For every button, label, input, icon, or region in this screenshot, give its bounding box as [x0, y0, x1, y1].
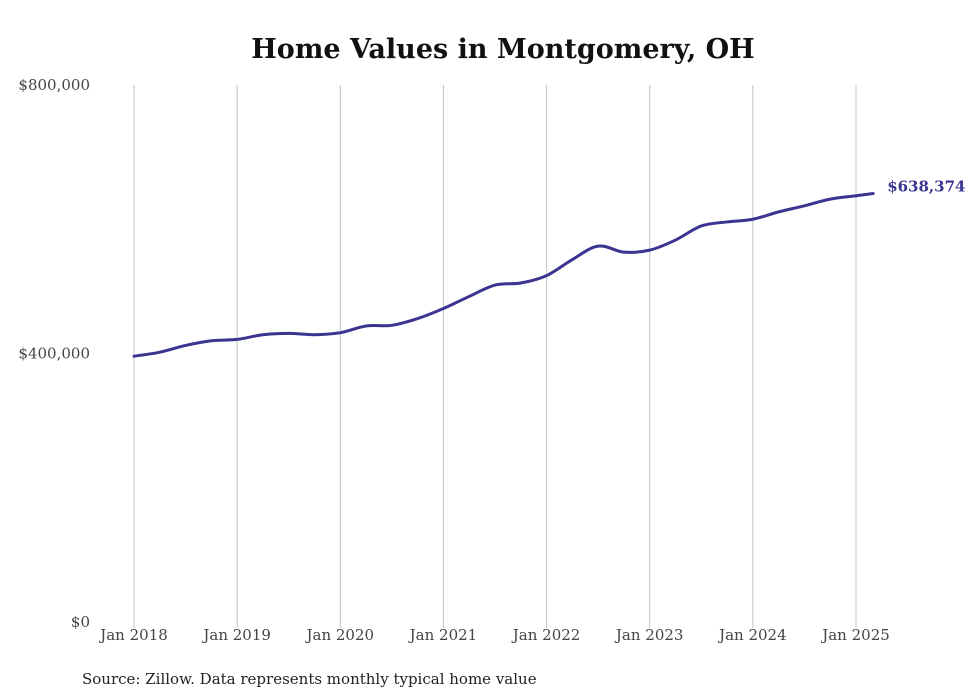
- y-tick-label: $0: [71, 613, 90, 631]
- source-note: Source: Zillow. Data represents monthly …: [82, 670, 537, 688]
- x-tick-label: Jan 2022: [511, 626, 581, 644]
- x-axis-ticks: Jan 2018 Jan 2019 Jan 2020 Jan 2021 Jan 2022…: [98, 626, 890, 644]
- x-tick-label: Jan 2020: [305, 626, 375, 644]
- x-tick-label: Jan 2025: [820, 626, 890, 644]
- y-tick-label: $800,000: [18, 76, 90, 94]
- chart-title: Home Values in Montgomery, OH: [251, 34, 754, 65]
- x-tick-label: Jan 2019: [201, 626, 271, 644]
- y-axis-ticks: $0 $400,000 $800,000: [18, 76, 90, 631]
- y-tick-label: $400,000: [18, 345, 90, 363]
- series-line: [132, 191, 875, 358]
- series-end-label: $638,374: [887, 177, 965, 195]
- gridlines: [133, 85, 857, 628]
- x-tick-label: Jan 2021: [408, 626, 478, 644]
- x-tick-label: Jan 2023: [614, 626, 684, 644]
- series: $638,374: [132, 177, 965, 358]
- x-tick-label: Jan 2024: [717, 626, 787, 644]
- x-tick-label: Jan 2018: [98, 626, 168, 644]
